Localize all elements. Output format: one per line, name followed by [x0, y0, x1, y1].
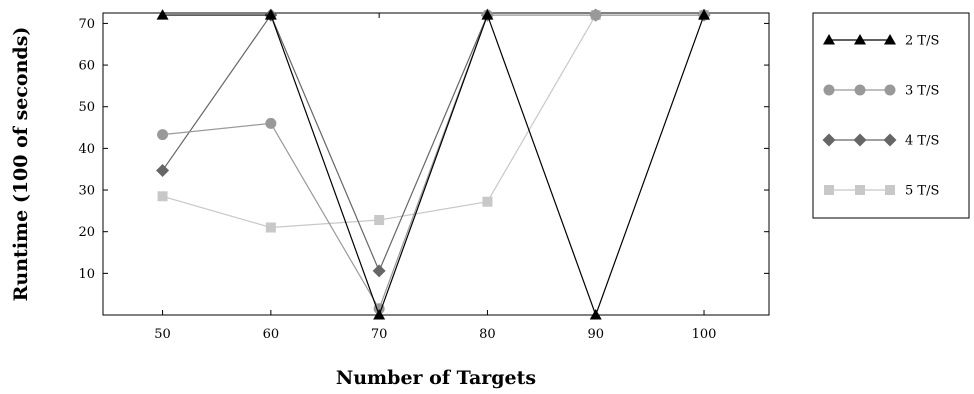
data-point — [374, 215, 385, 226]
series-line — [162, 14, 705, 311]
data-point — [264, 9, 277, 20]
data-point — [373, 309, 386, 320]
data-point — [482, 196, 493, 207]
legend-marker — [854, 34, 866, 45]
data-point — [481, 9, 494, 20]
legend-items: 2 T/S 3 T/S 4 T/S 5 T/S — [822, 34, 939, 199]
legend-marker — [883, 133, 897, 147]
legend-marker — [855, 185, 865, 195]
legend-label: 3 T/S — [905, 84, 939, 99]
legend-frame — [812, 12, 970, 219]
series-2 — [157, 9, 710, 315]
legend-label: 5 T/S — [905, 184, 939, 199]
legend-marker — [884, 84, 896, 96]
legend-marker — [884, 34, 896, 45]
x-tick-label: 100 — [692, 327, 717, 342]
data-point — [157, 129, 169, 141]
x-axis: 50 60 70 80 90 100 — [154, 13, 716, 342]
x-tick-label: 90 — [587, 327, 604, 342]
data-point — [157, 191, 168, 202]
x-tick-label: 70 — [371, 327, 388, 342]
y-axis: 10 20 30 40 50 60 70 — [78, 17, 769, 282]
y-tick-label: 70 — [78, 17, 95, 32]
series-line — [162, 13, 705, 273]
legend-item: 3 T/S — [823, 84, 939, 99]
data-point — [590, 9, 602, 21]
legend-marker — [854, 84, 866, 96]
legend: 2 T/S 3 T/S 4 T/S 5 T/S — [812, 12, 970, 219]
data-point — [589, 309, 602, 320]
legend-item: 5 T/S — [824, 184, 939, 199]
data-point — [372, 264, 386, 278]
data-point — [156, 163, 170, 177]
x-tick-label: 80 — [479, 327, 496, 342]
legend-marker — [885, 185, 895, 195]
x-tick-label: 60 — [263, 327, 280, 342]
legend-marker — [823, 34, 835, 45]
legend-marker — [824, 185, 834, 195]
y-axis-title: Runtime (100 of seconds) — [10, 27, 32, 302]
y-tick-label: 30 — [78, 184, 95, 199]
legend-marker — [822, 133, 836, 147]
legend-marker — [853, 133, 867, 147]
plot-frame — [102, 12, 770, 316]
series-layer — [156, 8, 711, 320]
data-point — [156, 9, 169, 20]
series-1 — [156, 9, 711, 320]
legend-item: 4 T/S — [822, 133, 939, 149]
x-axis-title: Number of Targets — [336, 367, 536, 389]
legend-marker — [823, 84, 835, 96]
y-tick-label: 50 — [78, 100, 95, 115]
data-point — [698, 9, 711, 20]
x-tick-label: 50 — [154, 327, 171, 342]
data-point — [265, 117, 277, 129]
legend-label: 2 T/S — [905, 34, 939, 49]
y-tick-label: 20 — [78, 225, 95, 240]
y-tick-label: 60 — [78, 59, 95, 74]
series-line — [162, 14, 705, 229]
series-4 — [157, 10, 710, 233]
series-line — [162, 13, 705, 317]
y-tick-label: 40 — [78, 142, 95, 157]
y-tick-label: 10 — [78, 267, 95, 282]
series-3 — [156, 8, 711, 278]
legend-item: 2 T/S — [823, 34, 939, 49]
legend-label: 4 T/S — [905, 134, 939, 149]
data-point — [265, 222, 276, 233]
